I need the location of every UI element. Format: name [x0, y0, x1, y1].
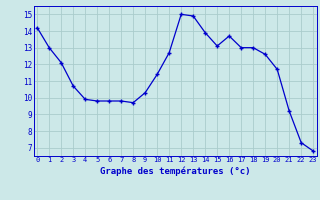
X-axis label: Graphe des températures (°c): Graphe des températures (°c)	[100, 166, 251, 176]
